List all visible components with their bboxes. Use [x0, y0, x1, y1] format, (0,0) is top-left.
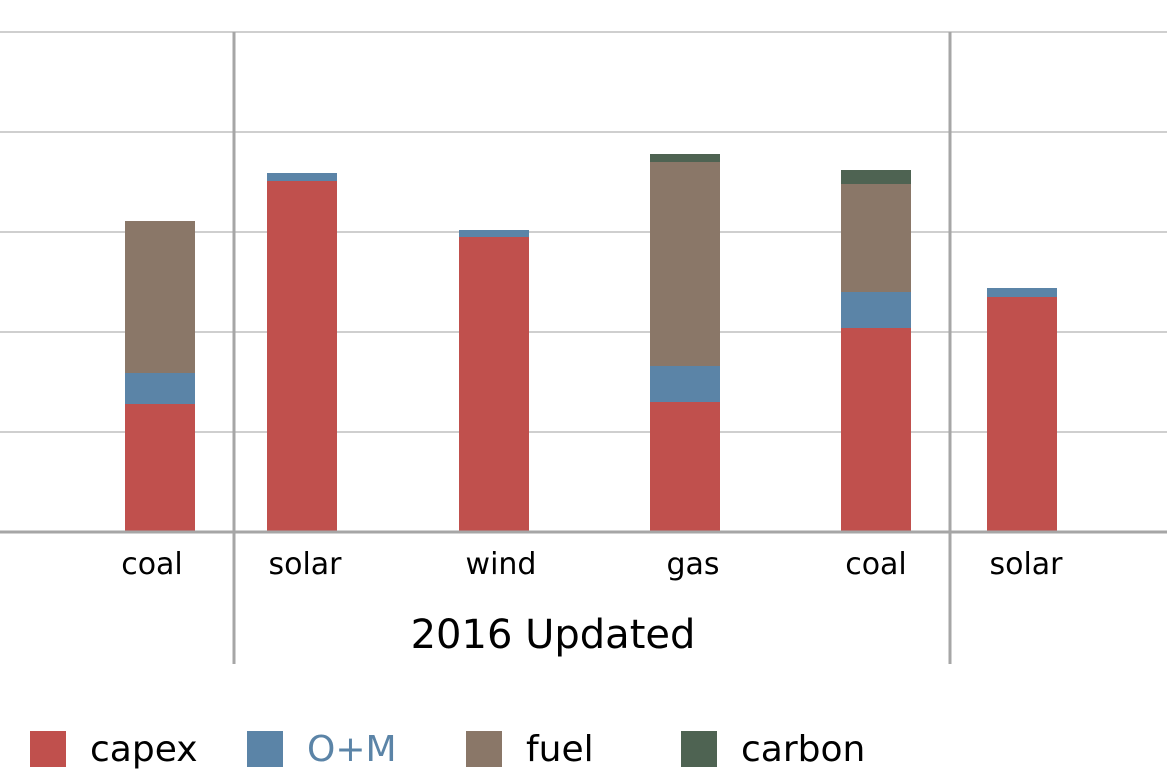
category-label: gas	[666, 547, 719, 582]
legend-swatch	[247, 731, 283, 767]
bar-segment-o-m	[841, 292, 911, 328]
bar-segment-fuel	[125, 221, 195, 373]
bar-segment-fuel	[650, 162, 720, 366]
legend-swatch	[30, 731, 66, 767]
legend-label: carbon	[741, 728, 866, 770]
legend-swatch	[466, 731, 502, 767]
bar-segment-capex	[987, 297, 1057, 532]
legend-label: fuel	[526, 728, 594, 770]
stacked-bar-chart: coal solar wind gas coal solar 2016 Updated	[0, 31, 1167, 664]
legend-item: capex	[30, 722, 198, 776]
bar-segment-o-m	[459, 230, 529, 237]
bar-segment-fuel	[841, 184, 911, 292]
legend-item: carbon	[681, 722, 865, 776]
legend-item: O+M	[247, 722, 397, 776]
bar-segment-o-m	[267, 173, 337, 181]
legend-item: fuel	[466, 722, 594, 776]
legend-swatch	[681, 731, 717, 767]
legend-label: capex	[90, 728, 198, 770]
category-labels: coal solar wind gas coal solar 2016 Updated	[121, 547, 1063, 658]
bar-segment-carbon	[841, 170, 911, 184]
category-label: coal	[121, 547, 183, 582]
group-label: 2016 Updated	[411, 612, 696, 658]
category-label: solar	[268, 547, 342, 582]
bar-segment-capex	[841, 328, 911, 532]
bar-segment-carbon	[650, 154, 720, 162]
bar-segment-capex	[125, 404, 195, 532]
bar-segment-o-m	[125, 373, 195, 404]
bar-segment-capex	[459, 237, 529, 532]
bar-segment-capex	[267, 181, 337, 532]
axes	[0, 32, 1167, 664]
legend-label: O+M	[307, 728, 397, 770]
bar-segment-capex	[650, 402, 720, 532]
category-label: wind	[466, 547, 537, 582]
bar-segment-o-m	[650, 366, 720, 402]
category-label: solar	[989, 547, 1063, 582]
bar-segment-o-m	[987, 288, 1057, 297]
category-label: coal	[845, 547, 907, 582]
bars	[125, 154, 1057, 532]
legend: capex O+M fuel carbon	[0, 722, 1167, 776]
